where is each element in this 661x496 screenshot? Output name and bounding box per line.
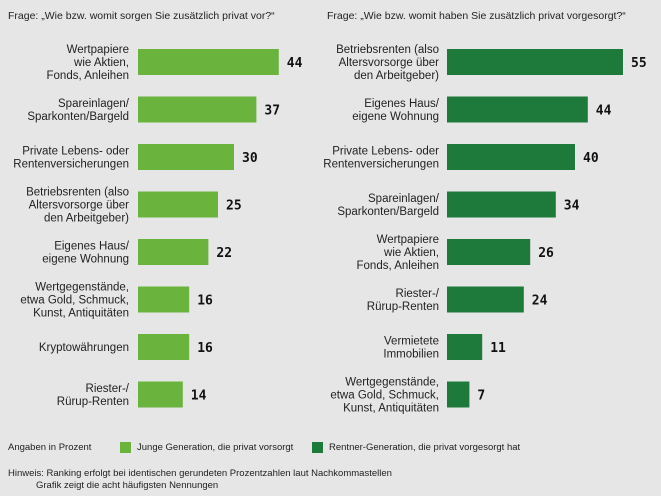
bar-old-6 <box>447 334 483 360</box>
category-label-old-2: Private Lebens- oder Rentenversicherungen <box>323 146 439 171</box>
value-label-old-3: 34 <box>564 199 580 214</box>
value-label-old-0: 55 <box>631 56 647 71</box>
value-label-old-1: 44 <box>596 104 612 119</box>
question-right: Frage: „Wie bzw. womit haben Sie zusätzl… <box>327 10 626 22</box>
bar-young-1 <box>138 96 257 123</box>
value-label-old-2: 40 <box>583 151 599 166</box>
category-label-young-5: Wertgegenstände, etwa Gold, Schmuck, Kunst… <box>20 282 129 320</box>
category-label-young-0: Wertpapiere wie Aktien, Fonds, Anleihen <box>47 44 129 82</box>
bar-old-1 <box>447 96 588 123</box>
category-label-young-3: Betriebsrenten (also Altersvorsorge über d… <box>26 187 129 225</box>
bar-old-2 <box>447 144 575 170</box>
category-label-old-6: Vermietete Immobilien <box>383 336 439 361</box>
legend-swatch-young <box>120 442 131 453</box>
bar-young-2 <box>138 144 234 170</box>
value-label-old-6: 11 <box>490 341 506 356</box>
bar-old-7 <box>447 381 470 408</box>
category-label-old-0: Betriebsrenten (also Altersvorsorge über d… <box>336 44 439 82</box>
category-label-old-7: Wertgegenstände, etwa Gold, Schmuck, Kunst… <box>330 377 439 415</box>
category-label-old-4: Wertpapiere wie Aktien, Fonds, Anleihen <box>357 234 439 272</box>
bar-old-3 <box>447 191 556 218</box>
legend-label-young: Junge Generation, die privat vorsorgt <box>137 442 294 453</box>
legend-swatch-old <box>312 442 323 453</box>
bar-young-5 <box>138 286 190 313</box>
value-label-young-5: 16 <box>197 294 213 309</box>
bar-old-5 <box>447 286 524 313</box>
bar-young-4 <box>138 239 209 265</box>
value-label-young-2: 30 <box>242 151 258 166</box>
value-label-old-5: 24 <box>532 294 548 309</box>
bar-young-0 <box>138 49 279 75</box>
note-ranking: Hinweis: Ranking erfolgt bei identischen… <box>8 468 392 479</box>
bar-young-3 <box>138 191 218 218</box>
category-label-young-2: Private Lebens- oder Rentenversicherungen <box>13 146 129 171</box>
value-label-young-6: 16 <box>197 341 213 356</box>
value-label-young-3: 25 <box>226 199 242 214</box>
unit-label: Angaben in Prozent <box>8 442 92 453</box>
note-top-eight: Grafik zeigt die acht häufigsten Nennung… <box>36 480 219 491</box>
category-label-young-1: Spareinlagen/Sparkonten/Bargeld <box>27 98 129 123</box>
value-label-young-1: 37 <box>264 104 280 119</box>
legend-item-old: Rentner-Generation, die privat vorgesorg… <box>312 442 520 453</box>
category-label-young-4: Eigenes Haus/eigene Wohnung <box>42 241 130 266</box>
legend-label-old: Rentner-Generation, die privat vorgesorg… <box>329 442 521 453</box>
bar-old-4 <box>447 239 531 265</box>
category-label-young-6: Kryptowährungen <box>39 342 129 354</box>
category-label-old-5: Riester-/Rürup-Renten <box>367 288 440 313</box>
value-label-old-7: 7 <box>477 389 485 404</box>
value-label-young-7: 14 <box>191 389 207 404</box>
bar-young-6 <box>138 334 190 360</box>
bar-old-0 <box>447 49 623 75</box>
value-label-young-0: 44 <box>287 56 303 71</box>
legend-item-young: Junge Generation, die privat vorsorgt <box>120 442 293 453</box>
value-label-young-4: 22 <box>216 246 232 261</box>
category-label-old-3: Spareinlagen/Sparkonten/Bargeld <box>337 193 439 218</box>
bar-charts: 44 Wertpapiere wie Aktien, Fonds, Anleihen 3… <box>13 44 647 415</box>
category-label-young-7: Riester-/Rürup-Renten <box>57 383 130 408</box>
question-left: Frage: „Wie bzw. womit sorgen Sie zusätz… <box>8 10 275 22</box>
value-label-old-4: 26 <box>538 246 554 261</box>
category-label-old-1: Eigenes Haus/eigene Wohnung <box>352 98 440 123</box>
bar-young-7 <box>138 381 183 408</box>
